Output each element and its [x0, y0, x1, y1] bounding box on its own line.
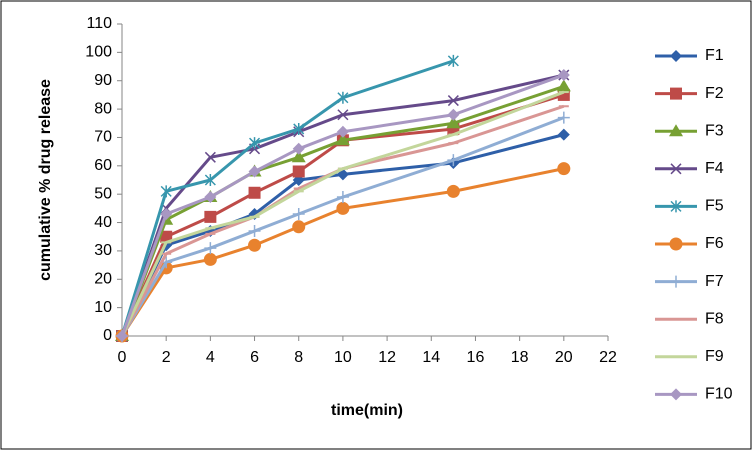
marker: [670, 163, 682, 175]
marker: [292, 220, 306, 234]
marker: [670, 275, 682, 288]
marker: [249, 137, 261, 150]
marker: [160, 208, 173, 221]
y-tick-label: 10: [94, 299, 112, 316]
marker: [160, 185, 172, 198]
marker: [447, 95, 459, 107]
marker: [160, 230, 173, 243]
marker: [556, 79, 571, 92]
y-tick-label: 0: [103, 327, 112, 344]
marker: [670, 50, 682, 62]
series-line: [120, 84, 565, 337]
y-tick-label: 40: [94, 214, 112, 231]
marker: [669, 124, 683, 137]
y-tick-label: 60: [94, 157, 112, 174]
y-tick-label: 90: [94, 72, 112, 89]
marker: [292, 208, 305, 221]
marker: [248, 186, 261, 199]
marker: [670, 200, 682, 213]
marker: [447, 108, 460, 121]
marker: [204, 210, 217, 223]
x-tick-label: 2: [162, 349, 171, 366]
marker: [669, 237, 683, 251]
marker: [557, 162, 571, 176]
legend-label: F1: [705, 47, 724, 64]
marker: [557, 128, 570, 141]
series-line: [120, 90, 565, 337]
marker: [248, 225, 261, 238]
marker: [248, 165, 261, 178]
marker: [337, 91, 349, 104]
legend-label: F6: [705, 235, 724, 252]
x-tick-label: 22: [599, 349, 617, 366]
x-tick-label: 20: [555, 349, 573, 366]
series-line: [120, 116, 565, 337]
x-tick-label: 16: [467, 349, 485, 366]
series-line: [120, 93, 565, 337]
legend-label: F3: [705, 122, 724, 139]
marker: [336, 201, 350, 215]
marker: [204, 174, 216, 186]
marker: [446, 116, 461, 129]
marker: [291, 150, 306, 163]
legend-label: F4: [705, 160, 724, 177]
y-tick-label: 50: [94, 185, 112, 202]
marker: [292, 142, 305, 155]
marker: [292, 165, 305, 178]
x-tick-label: 14: [422, 349, 440, 366]
marker: [670, 87, 682, 100]
legend-label: F10: [705, 386, 733, 403]
marker: [336, 191, 349, 204]
marker: [335, 133, 350, 146]
marker: [557, 111, 570, 124]
y-axis-label: cumulative % drug release: [37, 79, 54, 281]
y-tick-label: 80: [94, 100, 112, 117]
x-tick-label: 6: [250, 349, 259, 366]
series-line: [120, 73, 565, 337]
legend-label: F9: [705, 348, 724, 365]
marker: [337, 109, 349, 121]
y-tick-label: 70: [94, 129, 112, 146]
y-tick-label: 100: [85, 44, 112, 61]
marker: [116, 330, 128, 342]
x-tick-label: 12: [378, 349, 396, 366]
y-tick-label: 30: [94, 242, 112, 259]
x-tick-label: 8: [294, 349, 303, 366]
y-tick-label: 20: [94, 270, 112, 287]
legend-label: F7: [705, 273, 724, 290]
marker: [204, 151, 216, 163]
marker: [336, 125, 349, 138]
legend-label: F5: [705, 198, 724, 215]
x-axis-label: time(min): [331, 402, 403, 419]
marker: [670, 388, 682, 401]
x-tick-label: 0: [118, 349, 127, 366]
marker: [447, 54, 459, 67]
marker: [557, 69, 570, 82]
x-tick-label: 4: [206, 349, 215, 366]
legend-label: F2: [705, 85, 724, 102]
x-tick-label: 10: [334, 349, 352, 366]
marker: [293, 122, 305, 135]
x-tick-label: 18: [511, 349, 529, 366]
legend-label: F8: [705, 310, 724, 327]
y-tick-label: 110: [86, 15, 112, 32]
series-line: [120, 167, 565, 337]
marker: [204, 242, 217, 255]
series-line: [120, 73, 565, 337]
marker: [248, 238, 262, 252]
marker: [204, 191, 217, 204]
marker: [203, 252, 217, 266]
marker: [447, 154, 460, 167]
marker: [446, 184, 460, 198]
